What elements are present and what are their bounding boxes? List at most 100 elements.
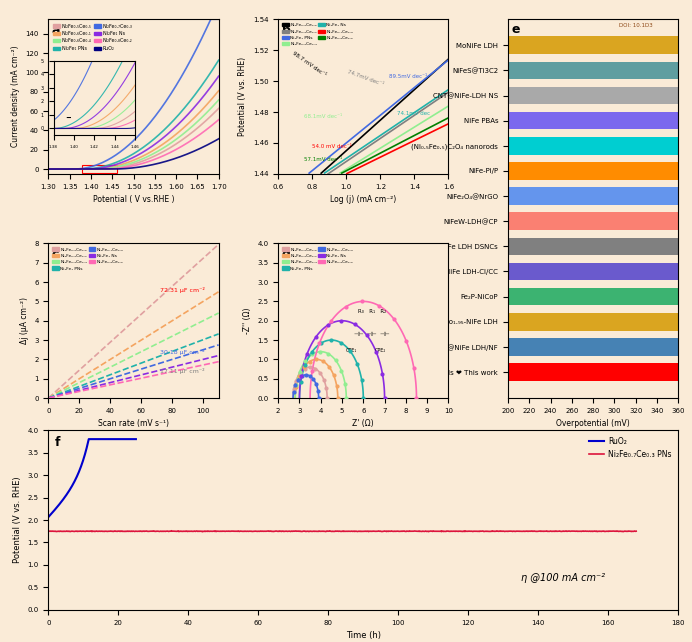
Legend: Ni₂Fe₀.₅Ce₀.₅, Ni₂Fe₀.₆Ce₀.₁, Ni₂Fe₁ PNs, Ni₂Fe₀.₆Ce₀.₄, Ni₂Fe₁ Ns, Ni₂Fe₀.₇Ce₀.: Ni₂Fe₀.₅Ce₀.₅, Ni₂Fe₀.₆Ce₀.₁, Ni₂Fe₁ PNs… xyxy=(280,21,355,48)
Point xyxy=(323,361,334,372)
Point xyxy=(313,393,324,403)
Point xyxy=(315,347,326,357)
Text: 98.7 mV dec⁻¹: 98.7 mV dec⁻¹ xyxy=(292,51,327,78)
Point xyxy=(336,365,347,376)
Y-axis label: Potential (V vs. RHE): Potential (V vs. RHE) xyxy=(13,477,22,563)
Ni₂Fe₀.₇Ce₀.₃ PNs xyxy=(504,528,512,535)
Text: e: e xyxy=(511,23,520,36)
Text: 89.5mV dec⁻¹: 89.5mV dec⁻¹ xyxy=(389,74,427,79)
Point xyxy=(289,384,300,394)
Point xyxy=(340,378,351,388)
Point xyxy=(288,386,299,397)
Bar xyxy=(508,37,692,54)
Bar xyxy=(508,363,692,381)
Point xyxy=(311,354,322,365)
Point xyxy=(358,393,369,403)
RuO₂ xyxy=(86,435,95,443)
Legend: Ni₂Fe₀.₅Ce₀.₅, Ni₂Fe₀.₆Ce₀.₁, Ni₂Fe₀.₆Ce₀.₄, Ni₂Fe₁ PNs, Ni₂Fe₀.₇Ce₀.₃, Ni₂Fe₁ N: Ni₂Fe₀.₅Ce₀.₅, Ni₂Fe₀.₆Ce₀.₁, Ni₂Fe₀.₆Ce… xyxy=(51,246,125,272)
Point xyxy=(296,371,307,381)
Legend: Ni₂Fe₀.₅Ce₀.₅, Ni₂Fe₀.₆Ce₀.₁, Ni₂Fe₀.₆Ce₀.₄, Ni₂Fe₁ PNs, Ni₂Fe₀.₇Ce₀.₃, Ni₂Fe₁ N: Ni₂Fe₀.₅Ce₀.₅, Ni₂Fe₀.₆Ce₀.₁, Ni₂Fe₀.₆Ce… xyxy=(280,246,355,272)
Text: R₀   R₁   R₂: R₀ R₁ R₂ xyxy=(358,309,386,314)
Point xyxy=(308,374,319,385)
Bar xyxy=(508,313,692,331)
RuO₂ xyxy=(84,435,93,443)
RuO₂ xyxy=(116,435,125,443)
Line: Ni₂Fe₀.₇Ce₀.₃ PNs: Ni₂Fe₀.₇Ce₀.₃ PNs xyxy=(48,531,636,532)
RuO₂ xyxy=(96,435,104,443)
Point xyxy=(291,380,302,390)
Text: 68.1mV dec⁻¹: 68.1mV dec⁻¹ xyxy=(304,114,342,119)
Bar xyxy=(508,112,692,130)
Point xyxy=(317,356,328,367)
Point xyxy=(325,335,336,345)
Ni₂Fe₀.₇Ce₀.₃ PNs xyxy=(104,528,113,535)
Point xyxy=(311,331,322,342)
Point xyxy=(293,374,304,385)
Point xyxy=(322,393,333,403)
Text: b: b xyxy=(282,24,291,37)
Text: 17.11 μF cm⁻²: 17.11 μF cm⁻² xyxy=(160,368,204,374)
Bar xyxy=(508,263,692,281)
Bar xyxy=(508,137,692,155)
Bar xyxy=(508,62,692,79)
Point xyxy=(311,379,322,390)
Point xyxy=(389,314,400,324)
Point xyxy=(336,316,347,326)
Text: ⊣⊢  ⊣⊢  ⊣⊢: ⊣⊢ ⊣⊢ ⊣⊢ xyxy=(354,332,390,337)
X-axis label: Potential ( V vs.RHE ): Potential ( V vs.RHE ) xyxy=(93,195,174,204)
Point xyxy=(299,363,310,374)
Point xyxy=(314,338,325,349)
Text: 74.7mV dec⁻¹: 74.7mV dec⁻¹ xyxy=(346,69,384,87)
X-axis label: Time (h): Time (h) xyxy=(346,631,381,640)
Point xyxy=(309,363,320,374)
Point xyxy=(298,362,309,372)
Text: a: a xyxy=(52,24,60,37)
Point xyxy=(322,320,334,330)
Line: RuO₂: RuO₂ xyxy=(48,439,136,517)
Point xyxy=(302,349,313,360)
Ni₂Fe₀.₇Ce₀.₃ PNs xyxy=(44,527,53,535)
Text: 72.31 μF cm⁻²: 72.31 μF cm⁻² xyxy=(160,287,205,293)
Bar xyxy=(82,165,116,173)
Text: f: f xyxy=(55,435,60,449)
Point xyxy=(328,370,339,380)
Point xyxy=(408,363,419,373)
Ni₂Fe₀.₇Ce₀.₃ PNs xyxy=(304,528,313,535)
Text: CPE₁: CPE₁ xyxy=(346,348,357,352)
Point xyxy=(313,386,324,396)
Point xyxy=(332,393,343,403)
Point xyxy=(321,383,332,394)
Point xyxy=(300,356,311,367)
Point xyxy=(304,371,315,381)
RuO₂ xyxy=(131,435,140,443)
Point xyxy=(291,382,302,392)
Ni₂Fe₀.₇Ce₀.₃ PNs xyxy=(632,527,640,535)
Point xyxy=(300,360,311,370)
RuO₂ xyxy=(86,435,94,443)
Point xyxy=(293,371,304,381)
Point xyxy=(300,370,311,380)
Legend: RuO₂, Ni₂Fe₀.₇Ce₀.₃ PNs: RuO₂, Ni₂Fe₀.₇Ce₀.₃ PNs xyxy=(585,434,674,462)
Point xyxy=(411,393,422,403)
Text: 54.0 mV dec⁻¹: 54.0 mV dec⁻¹ xyxy=(312,144,352,148)
Point xyxy=(294,367,305,377)
Bar xyxy=(508,338,692,356)
Text: DOI: 10.1D3: DOI: 10.1D3 xyxy=(619,23,653,28)
Point xyxy=(322,349,334,359)
X-axis label: Z' (Ω): Z' (Ω) xyxy=(352,419,374,428)
Ni₂Fe₀.₇Ce₀.₃ PNs xyxy=(199,528,207,535)
RuO₂ xyxy=(130,435,138,443)
Bar xyxy=(508,187,692,205)
Text: 30.18 μF cm⁻²: 30.18 μF cm⁻² xyxy=(160,349,204,354)
Ni₂Fe₀.₇Ce₀.₃ PNs xyxy=(514,527,522,535)
X-axis label: Log (j) (mA cm⁻²): Log (j) (mA cm⁻²) xyxy=(330,195,397,204)
Text: η @100 mA cm⁻²: η @100 mA cm⁻² xyxy=(520,573,605,583)
Point xyxy=(377,369,388,379)
Point xyxy=(340,302,352,312)
Point xyxy=(307,347,318,357)
Text: CPE₂: CPE₂ xyxy=(374,348,386,352)
Point xyxy=(331,381,343,391)
Point xyxy=(345,345,356,356)
X-axis label: Overpotential (mV): Overpotential (mV) xyxy=(556,419,630,428)
Point xyxy=(361,330,372,340)
